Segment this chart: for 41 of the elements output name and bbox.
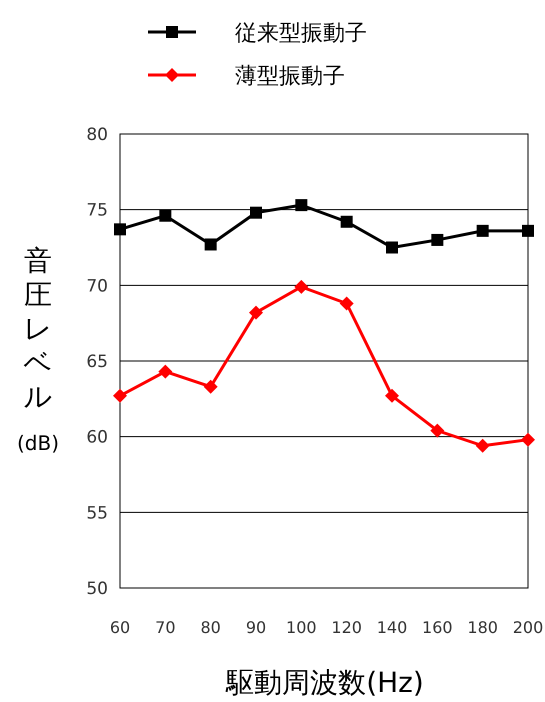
point	[476, 224, 489, 237]
point	[340, 296, 354, 310]
point	[113, 388, 127, 403]
y-tick-label: 75	[86, 200, 108, 221]
point	[430, 424, 444, 438]
y-tick-label: 60	[86, 428, 108, 448]
point	[249, 306, 263, 320]
y-tick-label: 55	[86, 503, 108, 524]
y-axis-title: 音圧レベル(dB)	[16, 244, 60, 455]
y-tick-label: 80	[86, 125, 108, 145]
x-tick-label: 140	[376, 618, 408, 637]
point	[340, 216, 353, 228]
point	[476, 438, 490, 453]
x-tick-label: 200	[512, 618, 544, 637]
point	[159, 210, 172, 222]
x-tick-label: 90	[246, 618, 266, 637]
point	[521, 432, 535, 447]
point	[114, 223, 126, 236]
point	[431, 234, 444, 246]
x-tick-label: 100	[286, 618, 317, 637]
point	[295, 199, 308, 212]
point	[385, 388, 399, 403]
point	[386, 242, 398, 254]
point	[522, 224, 534, 237]
y-tick-label: 70	[86, 276, 108, 296]
legend-label: 従来型振動子	[235, 21, 367, 46]
point	[204, 238, 217, 250]
point	[294, 280, 308, 294]
legend-label: 薄型振動子	[235, 64, 345, 89]
x-tick-label: 180	[467, 618, 498, 637]
x-tick-label: 160	[422, 618, 453, 637]
y-tick-label: 50	[86, 579, 108, 599]
point	[204, 380, 218, 394]
y-tick-label: 65	[86, 352, 108, 372]
x-tick-label: 80	[200, 618, 221, 637]
point	[158, 364, 172, 379]
point	[250, 206, 262, 219]
x-tick-label: 70	[155, 618, 176, 637]
x-axis-title: 駆動周波数(Hz)	[225, 666, 424, 699]
x-tick-label: 60	[110, 618, 130, 637]
x-tick-label: 120	[331, 618, 362, 637]
